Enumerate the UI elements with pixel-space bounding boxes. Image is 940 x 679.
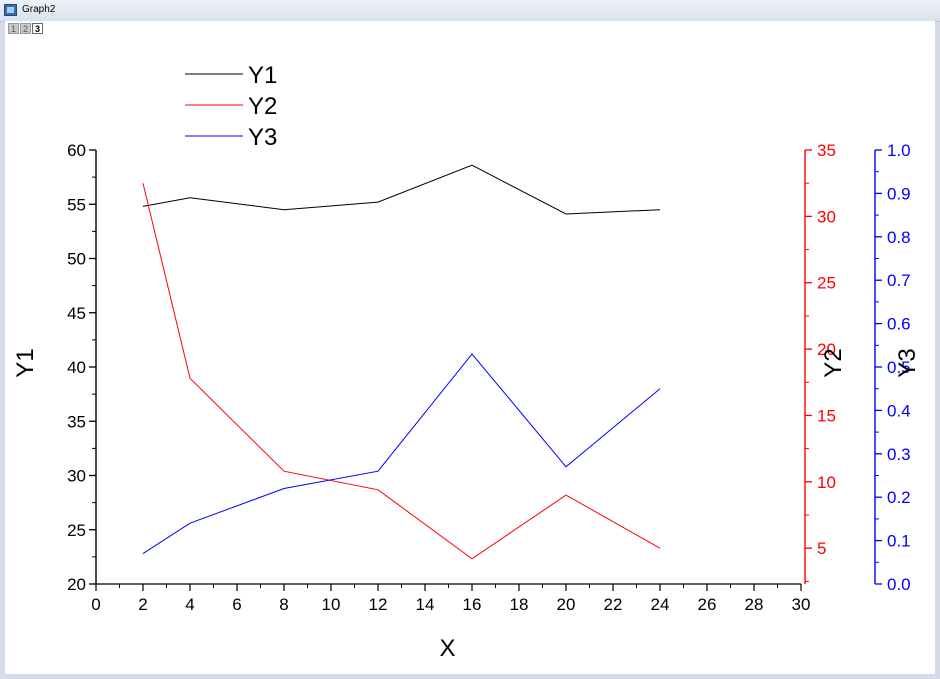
x-tick-label: 0 <box>91 595 100 614</box>
y1-tick-label: 45 <box>67 304 86 323</box>
x-tick-label: 4 <box>185 595 194 614</box>
y3-tick-label: 0.3 <box>887 445 911 464</box>
y3-tick-label: 0.9 <box>887 184 911 203</box>
y3-tick-label: 0.4 <box>887 401 911 420</box>
y3-tick-label: 0.5 <box>887 358 911 377</box>
y2-tick-label: 5 <box>817 539 826 558</box>
y1-tick-label: 50 <box>67 250 86 269</box>
y1-tick-label: 55 <box>67 195 86 214</box>
graph-page: 1 2 3 0 2 4 6 8 10 12 14 16 18 20 22 24 26 28 30 X 20 25 30… <box>5 21 935 674</box>
y2-tick-label: 10 <box>817 473 836 492</box>
x-tick-label: 10 <box>322 595 341 614</box>
series-line-y1 <box>142 164 661 215</box>
y3-tick-label: 0.6 <box>887 315 911 334</box>
x-tick-label: 12 <box>369 595 388 614</box>
y3-tick-label: 0.2 <box>887 488 911 507</box>
y2-tick-label: 20 <box>817 340 836 359</box>
y3-tick-label: 0.1 <box>887 532 911 551</box>
y2-tick-label: 35 <box>817 141 836 160</box>
x-tick-label: 20 <box>557 595 576 614</box>
x-tick-label: 30 <box>792 595 811 614</box>
legend-label-y1: Y1 <box>248 62 277 89</box>
y1-tick-label: 40 <box>67 358 86 377</box>
x-tick-label: 26 <box>698 595 717 614</box>
legend-label-y3: Y3 <box>248 124 277 151</box>
layer-tab-1[interactable]: 1 <box>8 23 19 34</box>
y2-axis-label: Y2 <box>820 348 847 377</box>
y1-tick-label: 30 <box>67 467 86 486</box>
layer-tab-2[interactable]: 2 <box>20 23 31 34</box>
x-axis-label: X <box>439 635 455 662</box>
y3-tick-label: 0.0 <box>887 575 911 594</box>
y1-tick-label: 25 <box>67 521 86 540</box>
layer-tabs: 1 2 3 <box>8 23 44 35</box>
x-tick-label: 16 <box>463 595 482 614</box>
x-tick-label: 8 <box>279 595 288 614</box>
y3-tick-label: 0.7 <box>887 271 911 290</box>
y2-tick-label: 30 <box>817 207 836 226</box>
x-tick-label: 22 <box>604 595 623 614</box>
x-tick-label: 28 <box>745 595 764 614</box>
y2-tick-label: 25 <box>817 274 836 293</box>
x-tick-label: 24 <box>651 595 670 614</box>
y1-tick-label: 35 <box>67 412 86 431</box>
graph-window-icon <box>4 4 17 16</box>
layer-tab-3[interactable]: 3 <box>32 23 43 34</box>
y3-tick-label: 0.8 <box>887 228 911 247</box>
y3-axis-label: Y3 <box>894 348 921 377</box>
x-tick-label: 14 <box>416 595 435 614</box>
x-tick-label: 18 <box>510 595 529 614</box>
title-bar[interactable]: Graph2 <box>0 0 940 22</box>
y1-axis-label: Y1 <box>12 348 39 377</box>
series-line-y3 <box>142 353 661 555</box>
y1-tick-label: 20 <box>67 575 86 594</box>
x-tick-label: 6 <box>232 595 241 614</box>
y1-tick-label: 60 <box>67 141 86 160</box>
window-title: Graph2 <box>22 4 56 15</box>
y3-tick-label: 1.0 <box>887 141 911 160</box>
legend-label-y2: Y2 <box>248 93 277 120</box>
x-tick-label: 2 <box>138 595 147 614</box>
series-line-y2 <box>142 183 661 560</box>
y2-tick-label: 15 <box>817 406 836 425</box>
line-chart: 0 2 4 6 8 10 12 14 16 18 20 22 24 26 28 30X202530354045… <box>12 62 921 662</box>
